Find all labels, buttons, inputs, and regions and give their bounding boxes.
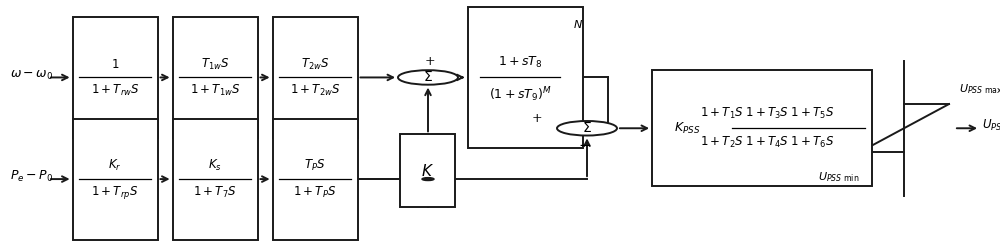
Text: $1+sT_8$: $1+sT_8$ xyxy=(498,55,542,70)
Text: −: − xyxy=(579,139,591,153)
Circle shape xyxy=(557,121,617,136)
Text: $K_s$: $K_s$ xyxy=(208,158,222,173)
Text: $U_{PSS\ \mathrm{min}}$: $U_{PSS\ \mathrm{min}}$ xyxy=(818,170,860,184)
Text: $N$: $N$ xyxy=(573,18,583,30)
Bar xyxy=(173,17,258,138)
Bar xyxy=(272,119,358,240)
Bar xyxy=(468,7,582,148)
Text: $1+T_{2w}S$: $1+T_{2w}S$ xyxy=(290,83,340,98)
Text: $1+T_2S\;1+T_4S\;1+T_6S$: $1+T_2S\;1+T_4S\;1+T_6S$ xyxy=(700,135,834,150)
Text: $1+T_1S\;1+T_3S\;1+T_5S$: $1+T_1S\;1+T_3S\;1+T_5S$ xyxy=(700,106,834,121)
Text: $1+T_{1w}S$: $1+T_{1w}S$ xyxy=(190,83,240,98)
Text: $1+T_7S$: $1+T_7S$ xyxy=(193,185,237,200)
Bar xyxy=(73,119,158,240)
Bar xyxy=(272,17,358,138)
Bar xyxy=(173,119,258,240)
Text: $\Sigma$: $\Sigma$ xyxy=(423,70,433,84)
Text: $P_e-P_0$: $P_e-P_0$ xyxy=(10,169,53,184)
Text: $U_{PSS\ \mathrm{max}}$: $U_{PSS\ \mathrm{max}}$ xyxy=(959,83,1000,97)
Text: $1$: $1$ xyxy=(111,58,119,71)
Text: $K_r$: $K_r$ xyxy=(108,158,122,173)
Text: $K_{PSS}$: $K_{PSS}$ xyxy=(674,121,700,136)
Text: $1+T_PS$: $1+T_PS$ xyxy=(293,185,337,200)
Bar xyxy=(652,70,872,186)
Text: +: + xyxy=(425,55,435,68)
Text: +: + xyxy=(532,112,542,125)
Text: $T_{2w}S$: $T_{2w}S$ xyxy=(301,57,329,72)
Text: $(1+sT_9)^M$: $(1+sT_9)^M$ xyxy=(489,85,551,104)
Text: $\omega-\omega_0$: $\omega-\omega_0$ xyxy=(10,68,53,82)
Bar xyxy=(400,134,455,207)
Text: $T_{1w}S$: $T_{1w}S$ xyxy=(201,57,229,72)
Bar xyxy=(73,17,158,138)
Text: $1+T_{rp}S$: $1+T_{rp}S$ xyxy=(91,184,139,201)
Text: +: + xyxy=(471,81,481,94)
Circle shape xyxy=(422,178,434,181)
Text: $K$: $K$ xyxy=(421,163,435,179)
Text: $U_{PSS}$: $U_{PSS}$ xyxy=(982,118,1000,133)
Text: $1+T_{rw}S$: $1+T_{rw}S$ xyxy=(91,83,139,98)
Text: $\Sigma$: $\Sigma$ xyxy=(582,121,592,135)
Text: $T_PS$: $T_PS$ xyxy=(304,158,326,173)
Circle shape xyxy=(398,70,458,85)
